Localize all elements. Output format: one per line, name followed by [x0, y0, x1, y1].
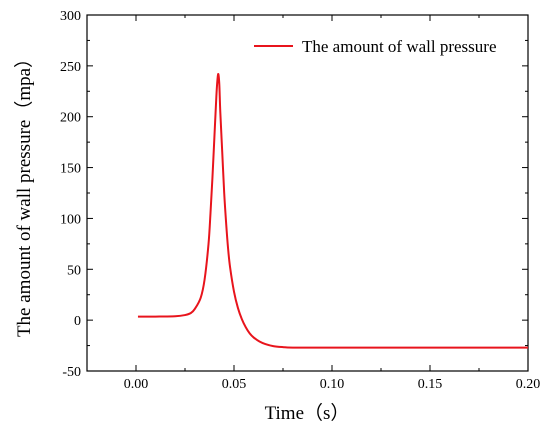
x-tick-label: 0.15: [418, 377, 443, 392]
x-tick-label: 0.20: [516, 377, 541, 392]
y-axis-label: The amount of wall pressure（mpa）: [13, 49, 35, 337]
legend-label: The amount of wall pressure: [302, 37, 497, 56]
y-tick-label: 300: [60, 9, 81, 24]
y-tick-label: 100: [60, 212, 81, 227]
x-tick-label: 0.00: [124, 377, 149, 392]
x-tick-label: 0.10: [320, 377, 345, 392]
x-tick-label: 0.05: [222, 377, 247, 392]
x-axis: 0.00 0.05 0.10 0.15 0.20: [124, 15, 541, 392]
y-tick-label: 200: [60, 111, 81, 126]
y-tick-label: 0: [74, 314, 81, 329]
y-axis: -50 0 50 100 150 200 250 300: [60, 9, 528, 380]
y-tick-label: 150: [60, 162, 81, 177]
wall-pressure-line: [137, 72, 528, 349]
plot-area-frame: [86, 14, 529, 372]
y-tick-label: 250: [60, 60, 81, 75]
y-tick-label: 50: [67, 263, 81, 278]
x-axis-label: Time（s）: [265, 402, 350, 424]
y-tick-label: -50: [62, 365, 81, 380]
legend: The amount of wall pressure: [254, 37, 497, 56]
